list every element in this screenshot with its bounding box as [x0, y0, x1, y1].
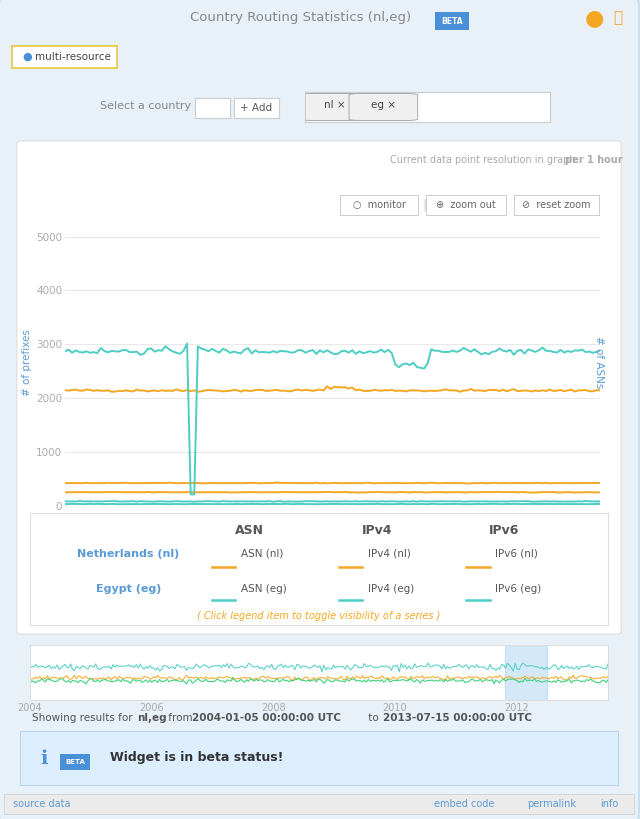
Text: to: to: [365, 713, 382, 723]
Text: IPv4: IPv4: [362, 524, 392, 537]
Text: ●: ●: [584, 8, 604, 28]
Text: Widget is in beta status!: Widget is in beta status!: [109, 752, 283, 764]
Text: ●: ●: [22, 52, 32, 62]
Text: ASN: ASN: [235, 524, 264, 537]
Text: ⤢: ⤢: [613, 11, 623, 25]
Text: ASN (eg): ASN (eg): [241, 584, 287, 594]
Text: ASN (nl): ASN (nl): [241, 549, 284, 559]
Text: Current data point resolution in graph:: Current data point resolution in graph:: [390, 155, 582, 165]
Text: 2013-07-15 00:00:00 UTC: 2013-07-15 00:00:00 UTC: [383, 713, 532, 723]
Text: embed code: embed code: [434, 799, 494, 809]
FancyBboxPatch shape: [349, 93, 418, 120]
Text: Egypt (eg): Egypt (eg): [95, 584, 161, 594]
Text: ○  monitor: ○ monitor: [353, 200, 405, 210]
Text: multi-resource: multi-resource: [35, 52, 111, 62]
Text: ⊘  reset zoom: ⊘ reset zoom: [522, 200, 591, 210]
Text: eg ×: eg ×: [371, 101, 396, 111]
Bar: [504, 645, 547, 700]
Text: BETA: BETA: [65, 759, 85, 765]
Text: IPv4 (eg): IPv4 (eg): [368, 584, 414, 594]
Text: IPv6 (eg): IPv6 (eg): [495, 584, 541, 594]
Y-axis label: # of prefixes: # of prefixes: [22, 329, 32, 396]
Text: nl ×: nl ×: [324, 101, 345, 111]
Text: permalink: permalink: [527, 799, 577, 809]
Text: Country Routing Statistics (nl,eg): Country Routing Statistics (nl,eg): [190, 11, 412, 25]
Text: Showing results for: Showing results for: [32, 713, 136, 723]
Text: ℹ: ℹ: [40, 749, 47, 767]
Text: info: info: [600, 799, 618, 809]
Text: + Add: + Add: [241, 103, 273, 113]
Text: nl,eg: nl,eg: [137, 713, 166, 723]
Text: 2004-01-05 00:00:00 UTC: 2004-01-05 00:00:00 UTC: [192, 713, 341, 723]
Y-axis label: # of ASNs: # of ASNs: [594, 337, 604, 389]
Text: IPv6: IPv6: [489, 524, 519, 537]
Text: ( Click legend item to toggle visibility of a series ): ( Click legend item to toggle visibility…: [197, 610, 441, 621]
Text: |: |: [422, 198, 426, 211]
Text: IPv4 (nl): IPv4 (nl): [368, 549, 411, 559]
FancyBboxPatch shape: [300, 93, 369, 120]
Text: ⊕  zoom out: ⊕ zoom out: [436, 200, 496, 210]
Text: BETA: BETA: [441, 16, 463, 25]
Text: IPv6 (nl): IPv6 (nl): [495, 549, 538, 559]
Text: Netherlands (nl): Netherlands (nl): [77, 549, 179, 559]
Text: per 1 hour: per 1 hour: [565, 155, 623, 165]
Text: Select a country: Select a country: [100, 101, 191, 111]
Text: from: from: [165, 713, 196, 723]
Text: source data: source data: [13, 799, 70, 809]
